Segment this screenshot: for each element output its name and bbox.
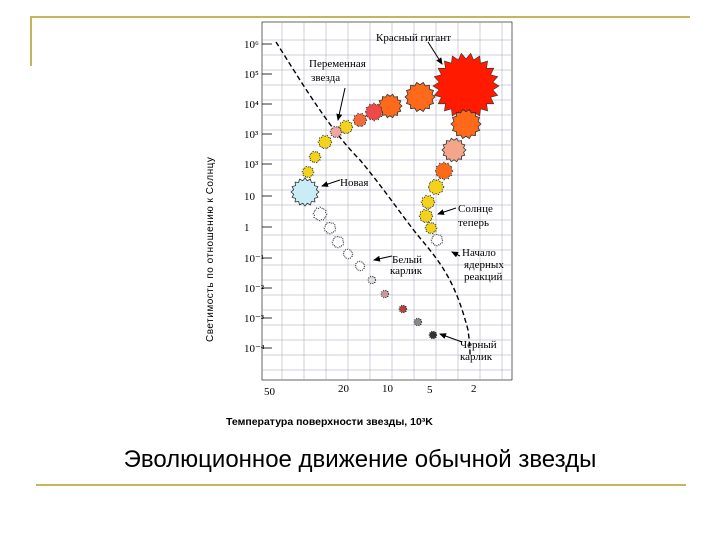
y-tick-label: 10⁵ [244,69,259,81]
y-tick-label: 10⁻² [244,283,265,295]
label-sun-now-2: теперь [458,217,489,229]
arrow-black-dwarf [439,333,463,343]
arrow-sun-now [437,207,457,215]
label-nuclear-start-3: реакций [464,271,503,283]
star-marker [418,208,434,224]
star-marker [317,134,333,150]
star-marker [301,165,315,179]
star-sequence [290,52,500,340]
slide-rule-left [30,16,32,66]
star-marker [404,81,436,113]
star-marker [428,330,438,340]
y-tick-label: 10⁶ [244,39,259,51]
star-marker [424,221,438,235]
x-tick-label: 5 [427,384,433,396]
arrow-nuclear-start [451,251,461,258]
y-tick-label: 10⁴ [244,99,259,111]
star-marker [323,221,337,235]
star-marker [364,102,384,122]
y-tick-label: 10⁻⁴ [244,343,265,355]
star-marker [441,137,467,163]
arrow-nova [321,179,341,187]
star-marker [434,161,454,181]
star-marker [380,289,390,299]
star-marker [450,108,482,140]
star-marker [367,275,377,285]
star-marker [430,233,444,247]
label-white-dwarf-2: карлик [390,265,423,277]
star-marker [331,235,345,249]
y-axis-label: Светимость по отношению к Солнцу [205,156,216,342]
star-marker [338,119,354,135]
label-nova: Новая [340,177,368,189]
arrow-variable-star [336,87,346,121]
star-marker [342,248,354,260]
x-axis-label: Температура поверхности звезды, 10³K [226,416,433,428]
star-marker [308,150,322,164]
x-tick-label: 10 [382,383,394,395]
y-tick-marks [262,43,272,349]
label-black-dwarf-2: карлик [460,351,493,363]
star-marker [290,177,320,207]
star-marker [312,206,328,222]
slide-caption: Эволюционное движение обычной звезды [123,446,597,473]
label-variable-star-1: Переменная [309,58,366,70]
star-marker [432,52,500,120]
star-marker [420,194,436,210]
main-sequence-dashed-line [275,41,471,356]
label-nuclear-start-2: ядерных [464,259,504,271]
slide-rule-top [30,16,690,18]
star-marker [427,178,445,196]
label-nuclear-start-1: Начало [462,247,496,259]
arrow-white-dwarf [373,255,393,262]
label-black-dwarf-1: Черный [460,339,497,351]
star-marker [354,260,366,272]
star-marker [413,317,423,327]
star-marker [352,112,368,128]
slide-rule-bottom [36,484,686,486]
star-marker [329,125,343,139]
label-sun-now-1: Солнце [458,203,493,215]
y-tick-label: 10⁻³ [244,313,265,325]
label-white-dwarf-1: Белый [392,254,422,266]
x-tick-labels: 50 20 10 5 2 [264,383,477,398]
y-tick-label: 1 [244,222,250,234]
y-tick-label: 10³ [244,129,259,141]
label-variable-star-2: звезда [311,72,340,84]
y-tick-label: 10³ [244,159,259,171]
star-marker [398,304,408,314]
label-red-giant: Красный гигант [376,32,451,44]
x-tick-label: 50 [264,386,276,398]
arrow-red-giant [427,41,443,65]
x-tick-label: 2 [471,383,477,395]
y-tick-label: 10⁻¹ [244,253,264,265]
y-tick-label: 10 [244,191,256,203]
y-tick-labels: 10⁶ 10⁵ 10⁴ 10³ 10³ 10 1 10⁻¹ 10⁻² 10⁻³ … [244,39,265,355]
x-tick-label: 20 [338,383,350,395]
